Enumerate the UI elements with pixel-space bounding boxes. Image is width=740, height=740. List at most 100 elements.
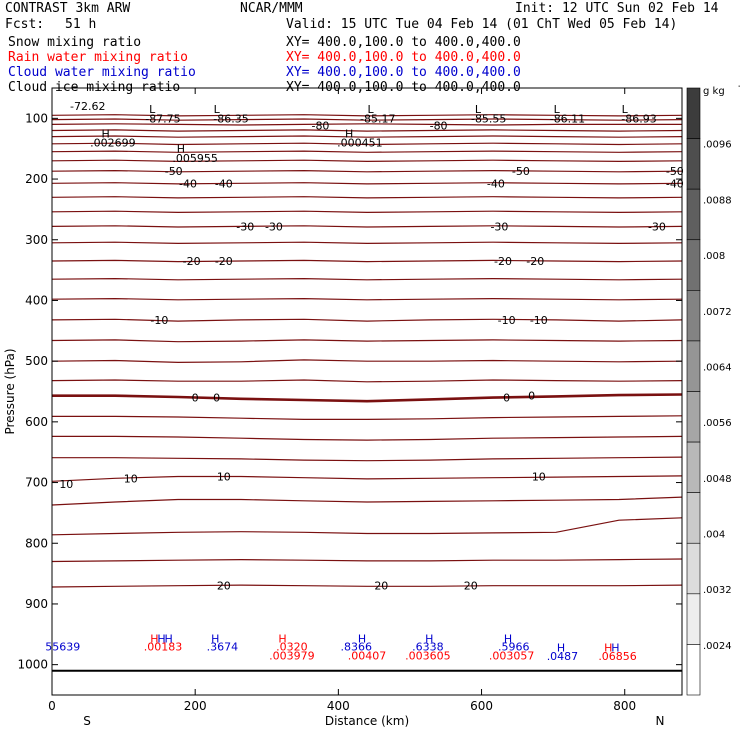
surface-label-2: H (165, 633, 173, 646)
contour-labels: -72.62 L-87.75L-86.35-80L-85.17-80L-85.55… (59, 100, 684, 593)
contour-line-16 (51, 297, 683, 301)
contour-line-17 (51, 318, 683, 322)
x-tick-label-3: 600 (470, 699, 493, 713)
colorbar-level-0 (686, 87, 701, 139)
field-xy-cloud-water: XY= 400.0,100.0 to 400.0,400.0 (286, 65, 521, 80)
contour-label-40: 10 (532, 470, 546, 483)
colorbar-level-10 (686, 593, 701, 645)
colorbar-tick-1: .0088 (703, 195, 732, 206)
valid-time: Valid: 15 UTC Tue 04 Feb 14 (01 ChT Wed … (286, 17, 678, 32)
contour-line-26 (51, 496, 683, 506)
surface-label-5: .3674 (207, 640, 239, 653)
contour-line-0 (51, 114, 683, 117)
north-label: N (656, 714, 665, 728)
colorbar: .0096 .0088 .008 .0072 .0064 .0056 .0048 .004 .0… (686, 81, 740, 696)
colorbar-tick-0: .0096 (703, 140, 732, 151)
y-tick-label-5: 600 (25, 415, 48, 429)
contour-label-48: H (345, 128, 353, 141)
surface-label-23: 55639 (45, 640, 80, 653)
contour-label-18: -40 (179, 177, 197, 190)
colorbar-tick-7: .004 (703, 530, 725, 541)
surface-label-14: .003605 (405, 650, 451, 663)
contour-label-20: -40 (487, 177, 505, 190)
x-tick-label-0: 0 (48, 699, 56, 713)
surface-label-8: .003979 (269, 650, 315, 663)
colorbar-tick-4: .0064 (703, 362, 732, 373)
colorbar-level-1 (686, 138, 701, 190)
contour-label-29: -20 (526, 255, 544, 268)
surface-label-18: H (557, 642, 565, 655)
x-axis-label: Distance (km) (325, 714, 409, 728)
contour-label-34: 0 (213, 392, 220, 405)
contour-label-13: L (622, 103, 629, 116)
colorbar-level-6 (686, 391, 701, 443)
south-label: S (83, 714, 91, 728)
contour-line-29 (51, 584, 683, 588)
y-tick-label-9: 1000 (17, 658, 48, 672)
contour-label-30: -10 (150, 314, 168, 327)
colorbar-level-11 (686, 644, 701, 696)
colorbar-level-8 (686, 492, 701, 544)
x-tick-label-1: 200 (184, 699, 207, 713)
contour-line-4 (51, 135, 683, 138)
y-tick-label-1: 200 (25, 172, 48, 186)
contour-label-5: -80 (311, 120, 329, 133)
surface-label-13: .6338 (412, 640, 444, 653)
init-time: Init: 12 UTC Sun 02 Feb 14 (515, 1, 719, 16)
contour-label-44: H (102, 128, 110, 141)
contour-line-2 (51, 123, 682, 126)
surface-label-21: H (611, 642, 619, 655)
contour-line-23 (52, 435, 683, 441)
surface-label-0: H (150, 633, 158, 646)
surface-label-17: .003057 (489, 650, 535, 663)
surface-label-15: H (504, 633, 512, 646)
contour-line-19 (51, 359, 683, 364)
contour-line-5 (51, 142, 683, 146)
contour-label-14: -86.93 (621, 112, 656, 125)
contour-label-12: -86.11 (550, 112, 585, 125)
surface-label-22: .06856 (598, 650, 637, 663)
colorbar-tick-6: .0048 (703, 474, 732, 485)
contour-label-25: -30 (648, 220, 666, 233)
contour-line-7 (51, 159, 683, 163)
surface-label-11: .00407 (348, 650, 387, 663)
contour-label-32: -10 (530, 314, 548, 327)
contour-label-35: 0 (503, 392, 510, 405)
contour-line-21 (52, 393, 683, 403)
colorbar-tick-3: .0072 (703, 307, 732, 318)
colorbar-level-3 (686, 239, 701, 291)
field-name-rain: Rain water mixing ratio (8, 50, 189, 65)
y-tick-label-8: 900 (25, 597, 48, 611)
field-xy-snow: XY= 400.0,100.0 to 400.0,400.0 (286, 35, 521, 50)
contour-label-3: L (214, 103, 221, 116)
y-tick-label-3: 400 (25, 293, 48, 307)
contour-line-24 (52, 456, 683, 462)
field-name-snow: Snow mixing ratio (8, 35, 142, 50)
model-title: CONTRAST 3km ARW (5, 1, 131, 16)
contour-label-7: -85.17 (360, 112, 395, 125)
contour-label-47: .005955 (172, 152, 218, 165)
contour-label-19: -40 (215, 177, 233, 190)
field-xy-rain: XY= 400.0,100.0 to 400.0,400.0 (286, 50, 521, 65)
colorbar-level-2 (686, 188, 701, 241)
contour-label-28: -20 (494, 255, 512, 268)
forecast-label: Fcst: (5, 17, 45, 32)
center-label: NCAR/MMM (240, 1, 303, 16)
surface-label-4: H (211, 633, 219, 646)
contour-line-11 (51, 210, 683, 214)
contour-label-21: -40 (666, 177, 684, 190)
contour-line-10 (51, 196, 683, 199)
axes: 0 200 400 600 800100200300400500600700800900… (3, 87, 683, 728)
y-tick-label-0: 100 (25, 111, 48, 125)
contour-label-16: -50 (512, 165, 530, 178)
contour-label-4: -86.35 (213, 112, 248, 125)
contour-label-6: L (368, 103, 375, 116)
contour-line-12 (51, 225, 683, 228)
contour-line-14 (51, 259, 683, 263)
surface-label-9: H (358, 633, 366, 646)
contour-label-45: .002699 (90, 137, 136, 150)
contour-line-25 (51, 475, 683, 482)
contour-label-49: .000451 (337, 137, 383, 150)
contour-label-26: -20 (183, 255, 201, 268)
contour-label-10: -85.55 (471, 112, 506, 125)
